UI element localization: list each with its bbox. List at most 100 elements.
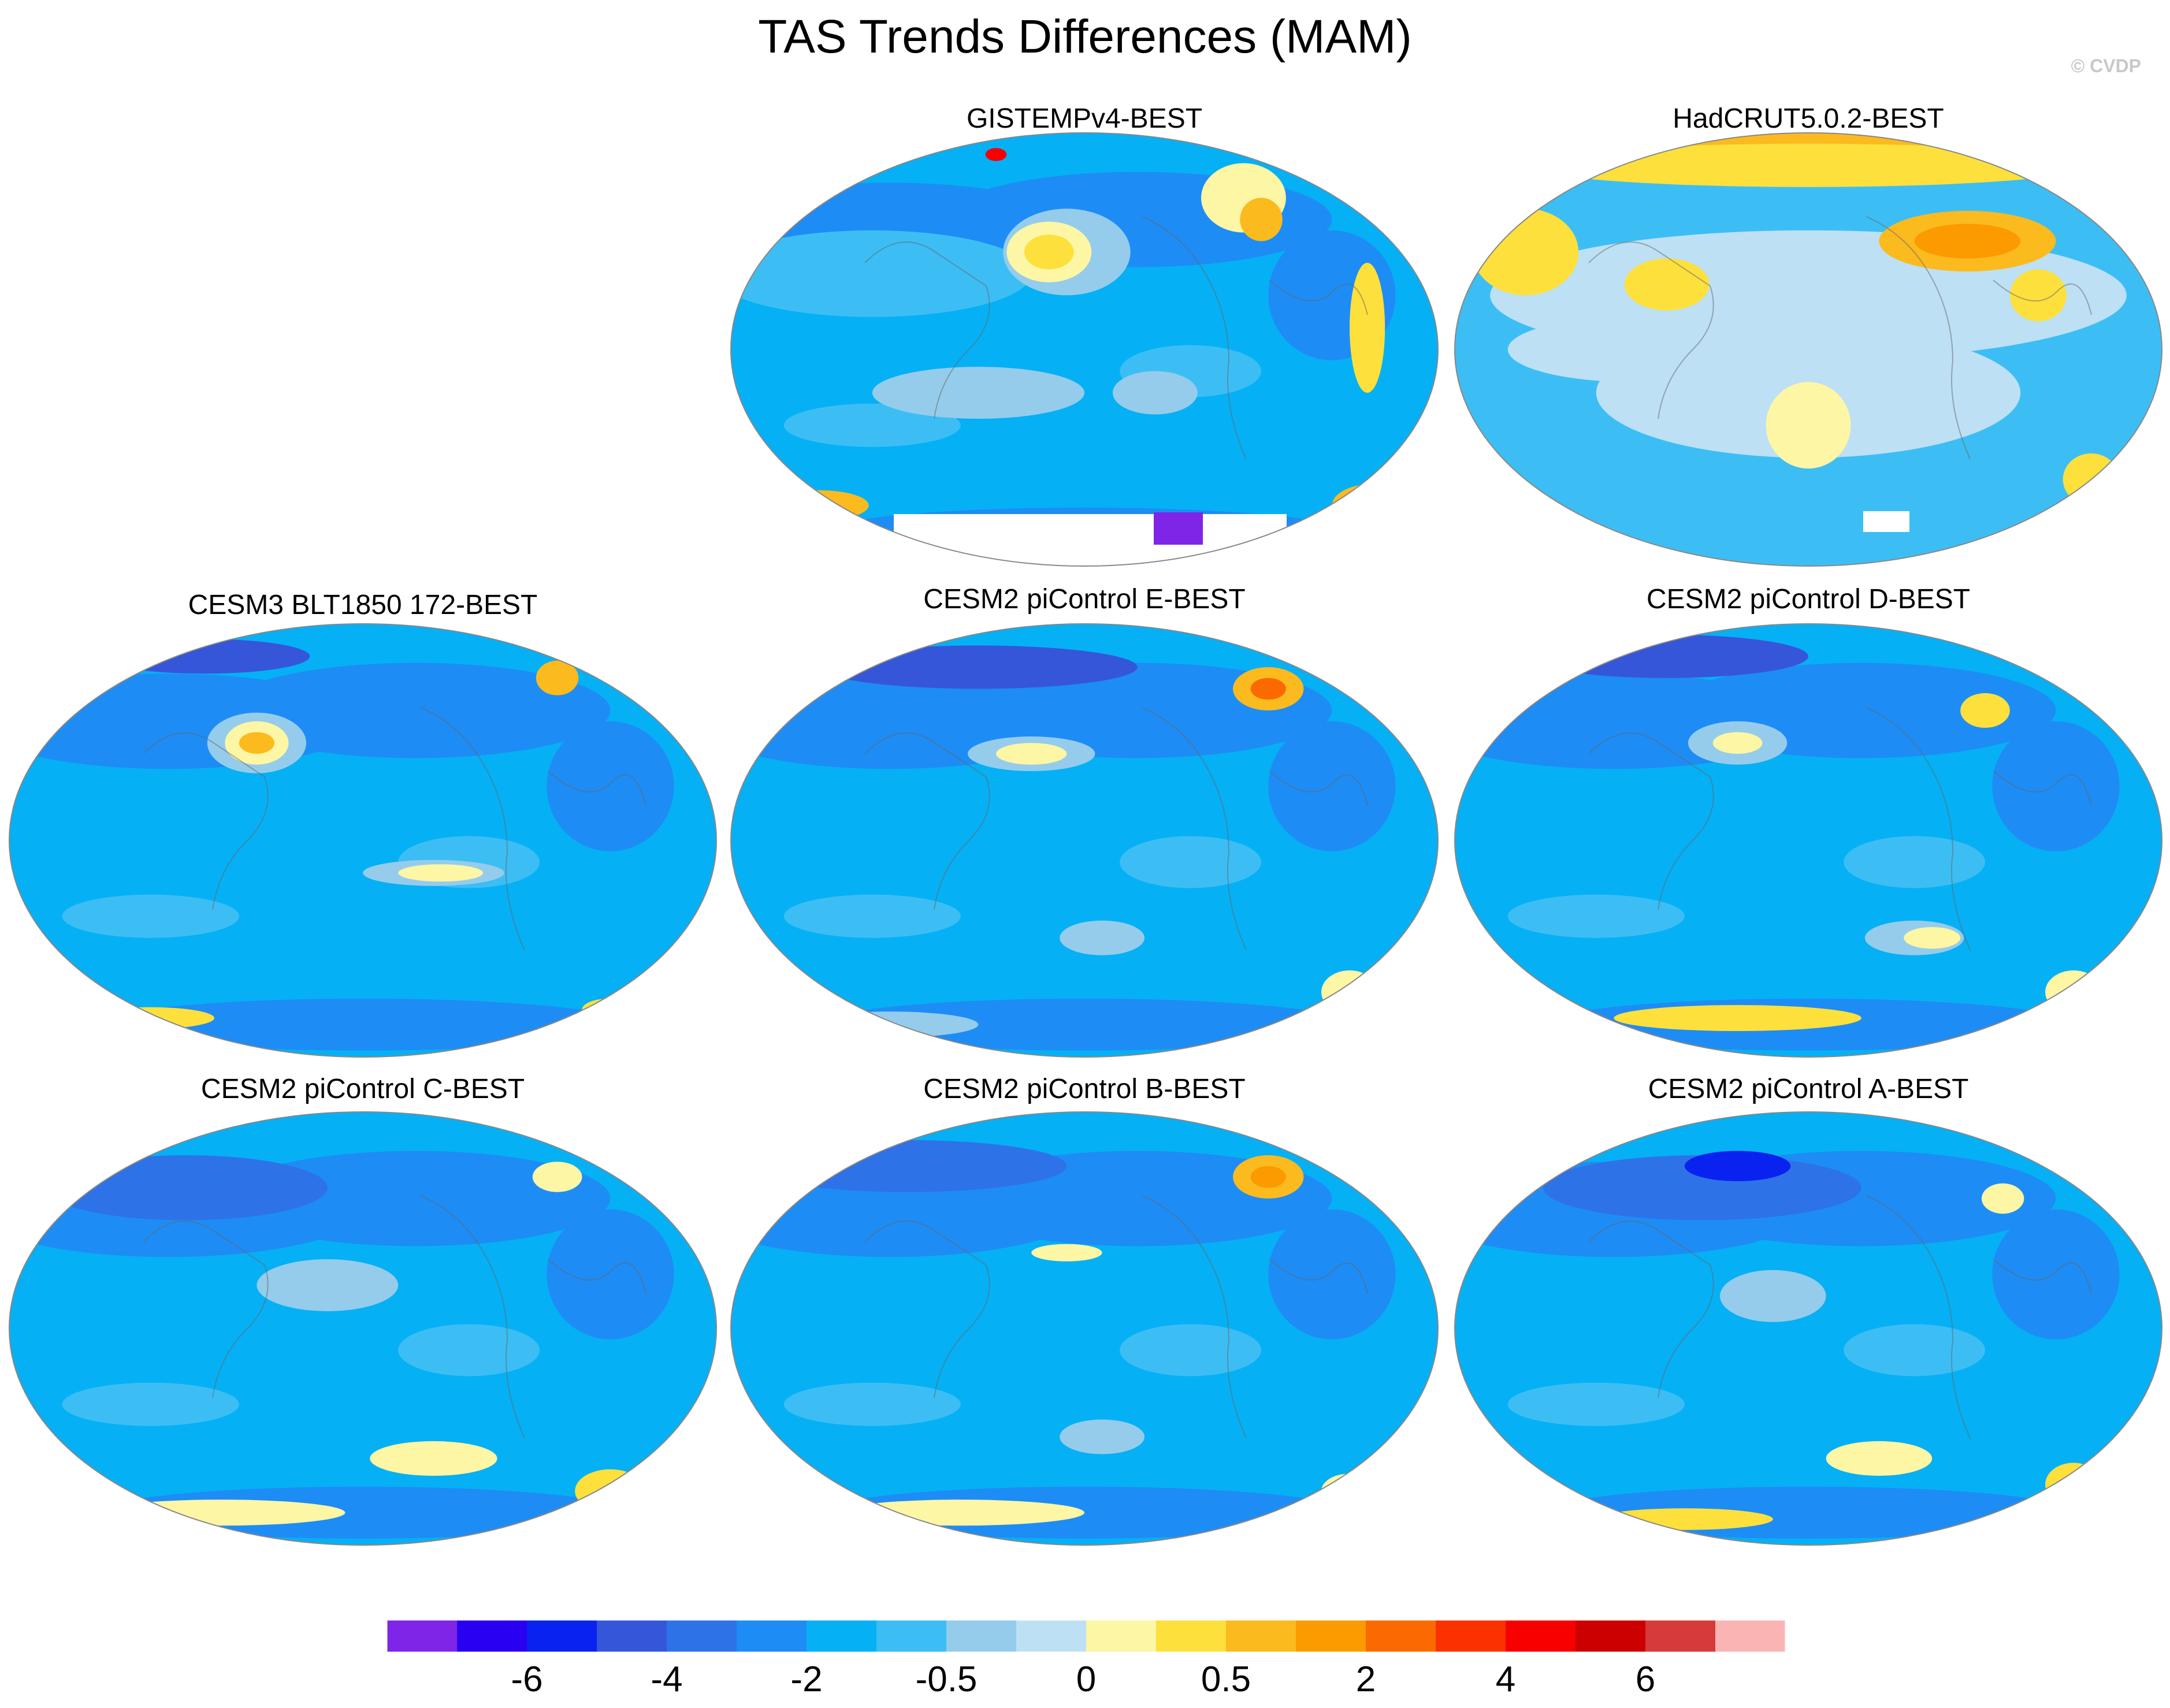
trend-region <box>1914 224 2021 259</box>
map-panel-2 <box>1455 133 2162 566</box>
trend-region <box>1321 970 1378 1014</box>
trend-region <box>770 490 869 521</box>
trend-region <box>221 1151 611 1246</box>
colorbar-swatch <box>527 1620 597 1652</box>
colorbar-swatch <box>1506 1620 1576 1652</box>
trend-region <box>801 1011 979 1038</box>
trend-region <box>582 998 639 1021</box>
trend-region <box>872 367 1084 419</box>
coastline <box>1588 1195 2092 1439</box>
trend-region <box>44 1155 328 1220</box>
trend-region <box>1992 721 2120 851</box>
colorbar-swatch <box>946 1620 1017 1652</box>
map-panel-8 <box>1455 1112 2162 1545</box>
trend-region <box>819 998 1350 1051</box>
colorbar-tick-label: -6 <box>511 1659 543 1699</box>
map-outline <box>9 623 717 1058</box>
trend-region <box>1268 1209 1396 1339</box>
trend-region <box>532 1162 582 1192</box>
colorbar-swatch <box>457 1620 527 1652</box>
trend-region <box>1120 1324 1261 1376</box>
trend-region <box>547 1209 674 1339</box>
colorbar-swatch <box>667 1620 737 1652</box>
trend-region <box>1472 209 1579 296</box>
trend-region <box>98 1486 628 1539</box>
credit-label: © CVDP <box>2071 55 2141 76</box>
trend-region <box>1060 920 1145 955</box>
map-panel-1 <box>731 133 1438 566</box>
colorbar-swatch <box>597 1620 667 1652</box>
trend-region <box>1024 235 1074 270</box>
coastline <box>143 1195 646 1439</box>
trend-region <box>731 230 1032 317</box>
trend-region <box>1507 1382 1685 1426</box>
panel-title: CESM3 BLT1850 172-BEST <box>188 590 538 620</box>
map-panel-7 <box>731 1112 1438 1545</box>
colorbar-swatch <box>876 1620 947 1652</box>
trend-region <box>1350 263 1385 393</box>
trend-region <box>1154 512 1203 545</box>
trend-region <box>748 1140 1067 1192</box>
map-panel-6 <box>9 1112 716 1545</box>
map-outline <box>730 623 1439 1058</box>
trend-region <box>1332 483 1417 527</box>
trend-region <box>996 743 1067 765</box>
trend-region <box>1507 317 1756 382</box>
colorbar-swatch <box>1086 1620 1157 1652</box>
trend-region <box>1321 1473 1378 1509</box>
colorbar-frame <box>387 1620 1786 1653</box>
colorbar-swatch <box>1226 1620 1296 1652</box>
trend-region <box>2045 970 2102 1014</box>
trend-region <box>62 1382 239 1426</box>
trend-region <box>1250 1166 1286 1188</box>
colorbar-swatch <box>387 1620 458 1652</box>
trend-region <box>837 1499 1085 1526</box>
trend-region <box>1720 1270 1826 1322</box>
coastline <box>1588 707 2092 951</box>
colorbar-tick-label: 2 <box>1355 1659 1376 1699</box>
panel-title: HadCRUT5.0.2-BEST <box>1673 103 1944 134</box>
trend-region <box>1268 721 1396 851</box>
colorbar-tick-label: -4 <box>651 1659 683 1699</box>
map-outline <box>730 132 1439 567</box>
trend-region <box>1826 1441 1933 1476</box>
trend-region <box>1624 258 1710 311</box>
colorbar-swatch <box>737 1620 807 1652</box>
missing-data-region <box>1863 511 1909 532</box>
coastline <box>864 216 1368 460</box>
trend-region <box>1992 1209 2120 1339</box>
trend-region <box>2009 269 2067 322</box>
map-outline <box>9 1111 717 1546</box>
trend-region <box>1240 198 1283 241</box>
figure-title: TAS Trends Differences (MAM) <box>758 10 1412 63</box>
colorbar-tick-label: 6 <box>1635 1659 1656 1699</box>
trend-region <box>221 663 611 758</box>
map-panel-3 <box>9 624 716 1057</box>
trend-region <box>1614 1005 1861 1031</box>
trend-region <box>1844 836 1986 888</box>
panel-title: CESM2 piControl A-BEST <box>1648 1074 1969 1104</box>
trend-region <box>1684 1151 1791 1181</box>
trend-region <box>1525 143 2091 187</box>
trend-region <box>1904 927 1961 949</box>
trend-region <box>398 1324 540 1376</box>
colorbar-tick-label: 4 <box>1495 1659 1516 1699</box>
missing-data-region <box>894 514 1287 566</box>
colorbar-swatch <box>1645 1620 1716 1652</box>
map-panel-4 <box>731 624 1438 1057</box>
coastline <box>864 1195 1368 1439</box>
trend-region <box>819 645 1138 689</box>
colorbar-swatch <box>1156 1620 1227 1652</box>
trend-region <box>398 864 484 882</box>
panel-title: CESM2 piControl D-BEST <box>1646 584 1971 615</box>
trend-region <box>1981 1183 2024 1214</box>
trend-region <box>1112 371 1198 415</box>
coastline <box>143 707 646 951</box>
colorbar-tick-label: -0.5 <box>915 1659 978 1699</box>
trend-region <box>783 894 961 938</box>
trend-region <box>1060 1419 1145 1454</box>
colorbar-swatch <box>1296 1620 1366 1652</box>
trend-region <box>62 894 239 938</box>
trend-region <box>1766 382 1851 469</box>
